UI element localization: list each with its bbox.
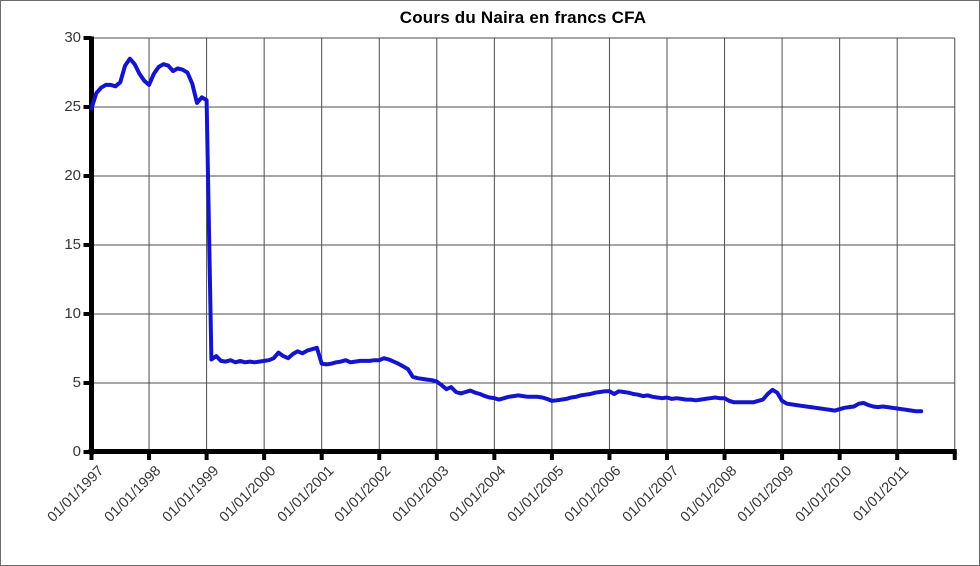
y-tick-label: 0 — [72, 443, 81, 460]
chart-title: Cours du Naira en francs CFA — [399, 8, 647, 27]
y-tick-label: 5 — [72, 374, 81, 391]
y-tick-label: 15 — [64, 236, 81, 253]
y-tick-label: 30 — [64, 29, 81, 46]
y-tick-label: 20 — [64, 167, 81, 184]
naira-cfa-line-series — [89, 56, 924, 414]
y-tick-label: 25 — [64, 98, 81, 115]
y-tick-label: 10 — [64, 305, 81, 322]
